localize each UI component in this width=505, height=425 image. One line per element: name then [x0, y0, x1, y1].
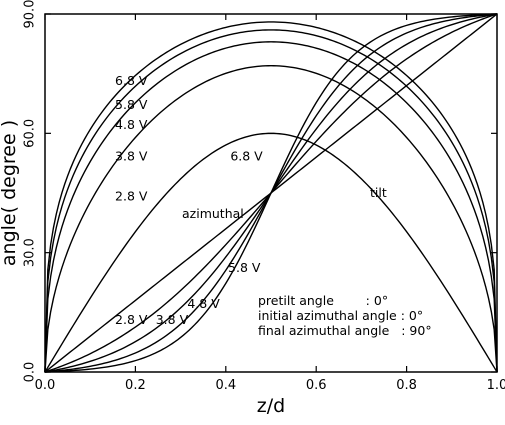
labels-layer: 6.8 V5.8 V4.8 V3.8 V2.8 V6.8 V5.8 V4.8 V… [115, 73, 263, 327]
series-line-azimuthal-2_8-v [44, 13, 498, 373]
x-tick-label: 0.2 [125, 378, 146, 393]
y-tick-label: 0.0 [23, 362, 38, 383]
initial-azimuthal-note: initial azimuthal angle : 0° [258, 308, 423, 323]
label-azimuthal-4_8-v: 4.8 V [187, 296, 220, 311]
series-line-tilt-2_8-v [44, 132, 498, 373]
label-azimuthal-5_8-v: 5.8 V [228, 260, 261, 275]
label-azimuthal-3_8-v: 3.8 V [156, 312, 189, 327]
series-line-tilt-6_8-v [44, 21, 498, 373]
label-tilt-3_8-v: 3.8 V [115, 149, 148, 164]
final-azimuthal-note: final azimuthal angle : 90° [258, 323, 432, 338]
series-line-tilt-3_8-v [44, 65, 498, 373]
tilt-label: tilt [370, 185, 387, 200]
x-tick-label: 0.4 [215, 378, 236, 393]
x-axis-label: z/d [257, 395, 285, 417]
x-tick-label: 0.8 [396, 378, 417, 393]
label-tilt-5_8-v: 5.8 V [115, 97, 148, 112]
label-tilt-6_8-v: 6.8 V [115, 73, 148, 88]
label-tilt-4_8-v: 4.8 V [115, 117, 148, 132]
pretilt-note: pretilt angle : 0° [258, 293, 388, 308]
label-azimuthal-6_8-v: 6.8 V [230, 149, 263, 164]
x-tick-label: 0.6 [306, 378, 327, 393]
label-azimuthal-2_8-v: 2.8 V [115, 312, 148, 327]
x-tick-label: 0.0 [35, 378, 56, 393]
y-tick-label: 60.0 [23, 119, 38, 148]
series-line-tilt-5_8-v [44, 29, 498, 373]
label-tilt-2_8-v: 2.8 V [115, 188, 148, 203]
y-tick-label: 90.0 [23, 0, 38, 28]
y-axis-label: angle( degree ) [0, 120, 20, 266]
plot-frame [44, 13, 498, 373]
curves-layer [44, 13, 498, 373]
x-tick-label: 1.0 [487, 378, 505, 393]
azimuthal-label: azimuthal [182, 206, 244, 221]
y-tick-label: 30.0 [23, 238, 38, 267]
ticks-layer: 0.0 0.2 0.4 0.6 0.8 1.0 0.0 30.0 60.0 90.0 [23, 0, 505, 393]
series-line-tilt-4_8-v [44, 41, 498, 373]
